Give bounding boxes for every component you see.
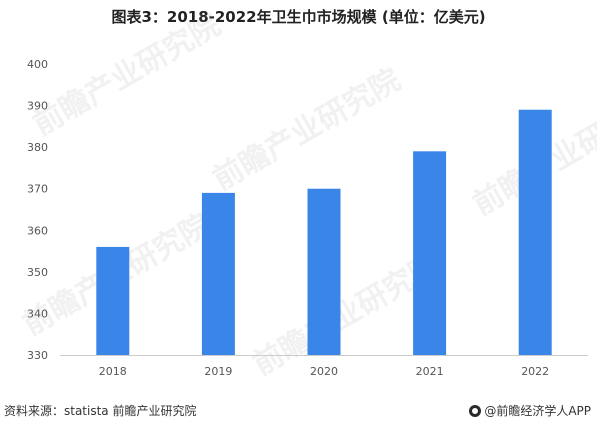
bar-2019 <box>201 192 235 355</box>
chart-title: 图表3：2018-2022年卫生巾市场规模 (单位：亿美元) <box>111 8 486 26</box>
y-tick-label: 360 <box>27 224 48 237</box>
y-tick-label: 330 <box>27 349 48 362</box>
y-tick-label: 350 <box>27 266 48 279</box>
bar-2022 <box>518 109 552 355</box>
y-axis: 330 340 350 360 370 380 390 400 <box>27 58 48 362</box>
x-tick-label: 2022 <box>521 365 549 378</box>
bar-2021 <box>413 151 447 355</box>
brand: @前瞻经济学人APP <box>469 402 591 419</box>
bar-2020 <box>307 188 341 355</box>
x-tick-label: 2019 <box>204 365 232 378</box>
footer: 资料来源：statista 前瞻产业研究院 @前瞻经济学人APP <box>4 402 591 422</box>
y-tick-label: 390 <box>27 100 48 113</box>
x-tick-label: 2020 <box>310 365 338 378</box>
y-tick-label: 370 <box>27 183 48 196</box>
y-tick-label: 380 <box>27 141 48 154</box>
bars <box>96 109 552 355</box>
bar-2018 <box>96 246 130 355</box>
x-axis: 2018 2019 2020 2021 2022 <box>99 365 549 378</box>
logo-icon <box>469 404 482 417</box>
x-tick-label: 2021 <box>416 365 444 378</box>
brand-text: @前瞻经济学人APP <box>484 404 591 418</box>
y-tick-label: 340 <box>27 307 48 320</box>
x-tick-label: 2018 <box>99 365 127 378</box>
source-text: 资料来源：statista 前瞻产业研究院 <box>4 404 197 418</box>
bar-chart: 330 340 350 360 370 380 390 400 2018 2019 2020 202… <box>27 58 588 378</box>
y-tick-label: 400 <box>27 58 48 71</box>
